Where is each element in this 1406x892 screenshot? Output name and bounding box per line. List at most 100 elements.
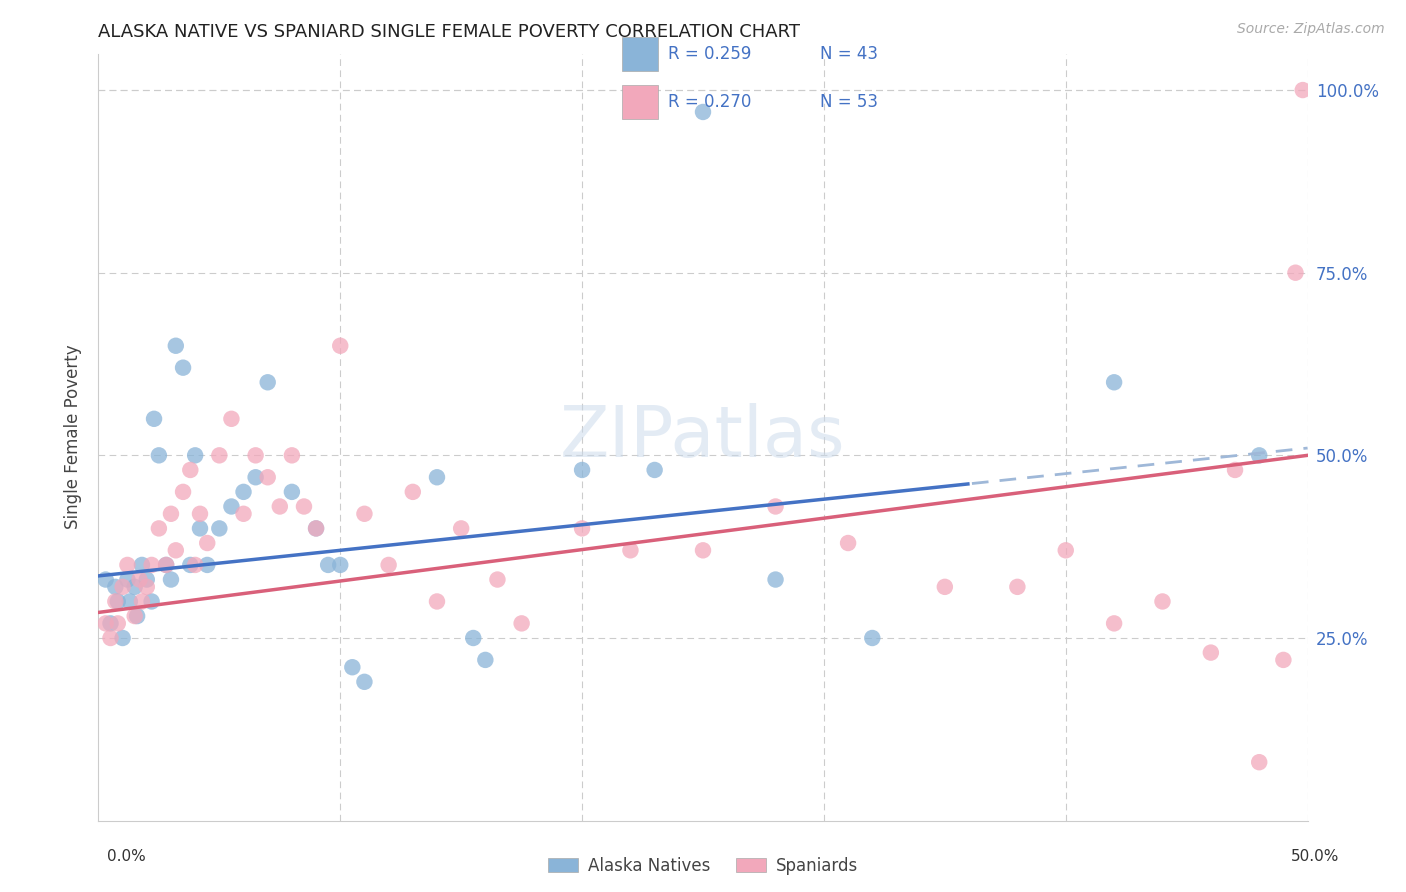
Point <box>860 631 883 645</box>
Point <box>111 631 134 645</box>
Point <box>100 631 122 645</box>
Point <box>1054 543 1077 558</box>
Point <box>221 500 243 514</box>
Point <box>184 558 207 572</box>
Point <box>141 594 163 608</box>
Text: ALASKA NATIVE VS SPANIARD SINGLE FEMALE POVERTY CORRELATION CHART: ALASKA NATIVE VS SPANIARD SINGLE FEMALE … <box>98 23 800 41</box>
Point <box>127 609 149 624</box>
Y-axis label: Single Female Poverty: Single Female Poverty <box>65 345 83 529</box>
Point <box>692 543 714 558</box>
Point <box>837 536 859 550</box>
Point <box>232 507 254 521</box>
Point <box>1007 580 1029 594</box>
Point <box>165 339 187 353</box>
Point <box>195 558 218 572</box>
Point <box>148 521 170 535</box>
Legend: Alaska Natives, Spaniards: Alaska Natives, Spaniards <box>541 850 865 881</box>
Point <box>104 580 127 594</box>
Bar <box>621 37 658 70</box>
Point <box>510 616 533 631</box>
Point <box>353 507 375 521</box>
Point <box>131 594 153 608</box>
Point <box>172 484 194 499</box>
Point <box>619 543 641 558</box>
Point <box>160 573 183 587</box>
Point <box>172 360 194 375</box>
Point <box>107 616 129 631</box>
Text: N = 53: N = 53 <box>820 93 877 111</box>
Point <box>155 558 177 572</box>
Text: ZIPatlas: ZIPatlas <box>560 402 846 472</box>
Point <box>474 653 496 667</box>
Point <box>765 500 787 514</box>
Point <box>329 339 352 353</box>
Point <box>135 573 157 587</box>
Point <box>426 470 449 484</box>
Point <box>188 507 211 521</box>
Point <box>1199 646 1222 660</box>
Point <box>184 448 207 462</box>
Point <box>155 558 177 572</box>
Point <box>1249 448 1271 462</box>
Point <box>179 463 201 477</box>
Text: Source: ZipAtlas.com: Source: ZipAtlas.com <box>1237 22 1385 37</box>
Point <box>292 500 315 514</box>
Point <box>104 594 127 608</box>
Point <box>692 105 714 120</box>
Point <box>644 463 666 477</box>
Point <box>208 448 231 462</box>
Point <box>143 412 166 426</box>
Point <box>1292 83 1315 97</box>
Point <box>124 609 146 624</box>
Point <box>1102 376 1125 390</box>
Point <box>179 558 201 572</box>
Point <box>100 616 122 631</box>
Point <box>281 448 304 462</box>
Point <box>160 507 183 521</box>
Point <box>141 558 163 572</box>
Text: R = 0.259: R = 0.259 <box>668 45 751 63</box>
Point <box>305 521 328 535</box>
Point <box>117 558 139 572</box>
Point <box>353 674 375 689</box>
Point <box>245 448 267 462</box>
Point <box>342 660 364 674</box>
Point <box>316 558 339 572</box>
Point <box>256 376 278 390</box>
Point <box>426 594 449 608</box>
Text: R = 0.270: R = 0.270 <box>668 93 751 111</box>
Bar <box>621 86 658 119</box>
Point <box>208 521 231 535</box>
Point <box>94 616 117 631</box>
Point <box>1102 616 1125 631</box>
Point <box>765 573 787 587</box>
Point <box>221 412 243 426</box>
Point <box>377 558 399 572</box>
Point <box>934 580 956 594</box>
Point <box>329 558 352 572</box>
Point <box>571 463 593 477</box>
Point <box>486 573 509 587</box>
Point <box>135 580 157 594</box>
Point <box>111 580 134 594</box>
Point <box>402 484 425 499</box>
Point <box>256 470 278 484</box>
Point <box>117 573 139 587</box>
Point <box>1249 755 1271 769</box>
Point <box>269 500 291 514</box>
Point <box>463 631 485 645</box>
Point <box>1152 594 1174 608</box>
Point <box>165 543 187 558</box>
Point <box>148 448 170 462</box>
Text: 50.0%: 50.0% <box>1291 849 1339 863</box>
Text: N = 43: N = 43 <box>820 45 877 63</box>
Point <box>232 484 254 499</box>
Point <box>1272 653 1295 667</box>
Point <box>94 573 117 587</box>
Point <box>195 536 218 550</box>
Point <box>124 580 146 594</box>
Point <box>118 594 141 608</box>
Point <box>305 521 328 535</box>
Point <box>245 470 267 484</box>
Text: 0.0%: 0.0% <box>107 849 146 863</box>
